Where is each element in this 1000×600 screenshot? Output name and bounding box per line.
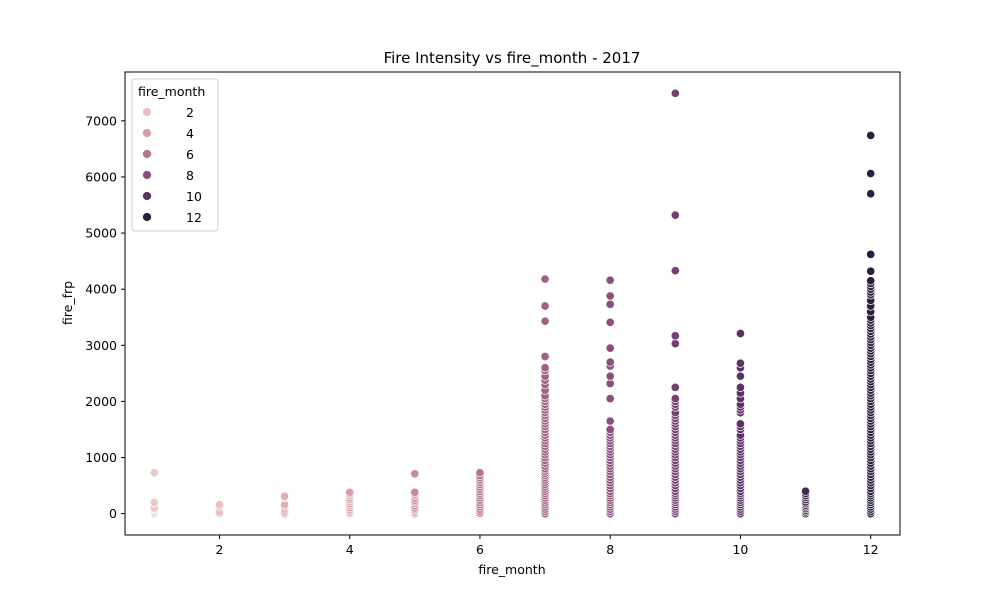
data-point bbox=[605, 291, 615, 301]
data-point bbox=[605, 424, 615, 435]
y-tick-label: 1000 bbox=[85, 450, 117, 465]
data-point bbox=[605, 317, 615, 327]
legend-marker bbox=[142, 212, 152, 222]
data-point bbox=[735, 419, 745, 429]
x-tick-label: 10 bbox=[732, 542, 748, 557]
data-point bbox=[410, 487, 420, 497]
data-point bbox=[540, 301, 550, 311]
data-point bbox=[605, 343, 615, 353]
legend-label: 4 bbox=[186, 126, 194, 141]
data-point bbox=[410, 469, 420, 479]
legend-label: 6 bbox=[186, 147, 194, 162]
legend-entries: 2 4 6 8 10 12 bbox=[142, 105, 202, 225]
legend-marker bbox=[142, 149, 152, 159]
data-point bbox=[605, 275, 615, 285]
data-point bbox=[540, 274, 550, 284]
legend-label: 8 bbox=[186, 168, 194, 183]
y-tick-label: 7000 bbox=[85, 113, 117, 128]
data-point bbox=[735, 371, 745, 381]
data-point bbox=[670, 266, 680, 276]
y-tick-label: 3000 bbox=[85, 338, 117, 353]
x-tick-label: 2 bbox=[215, 542, 223, 557]
points-layer bbox=[149, 88, 876, 519]
y-tick-label: 4000 bbox=[85, 282, 117, 297]
data-point bbox=[866, 249, 876, 259]
data-point bbox=[540, 316, 550, 326]
data-point bbox=[670, 88, 680, 98]
legend-box bbox=[131, 78, 219, 232]
x-tick-label: 12 bbox=[863, 542, 879, 557]
legend-marker bbox=[142, 170, 152, 180]
legend: fire_month 2 4 6 8 10 12 bbox=[131, 78, 219, 232]
data-point bbox=[670, 339, 680, 349]
y-tick-label: 5000 bbox=[85, 226, 117, 241]
x-tick-label: 4 bbox=[346, 542, 354, 557]
y-axis: 0 1000 2000 3000 4000 5000 6000 7000 bbox=[85, 113, 125, 521]
data-point bbox=[735, 382, 745, 392]
data-point bbox=[605, 299, 615, 309]
legend-title: fire_month bbox=[138, 84, 205, 99]
data-point bbox=[540, 351, 550, 362]
data-point bbox=[670, 394, 680, 404]
x-axis-label: fire_month bbox=[478, 562, 545, 577]
data-point bbox=[866, 189, 876, 199]
data-point bbox=[670, 382, 680, 392]
data-point bbox=[866, 130, 876, 140]
data-point bbox=[605, 371, 615, 381]
x-tick-label: 6 bbox=[476, 542, 484, 557]
x-axis: 2 4 6 8 10 12 bbox=[215, 535, 879, 557]
data-point bbox=[866, 266, 876, 276]
y-tick-label: 0 bbox=[109, 506, 117, 521]
legend-label: 2 bbox=[186, 105, 194, 120]
y-axis-label: fire_frp bbox=[60, 281, 75, 325]
data-point bbox=[866, 169, 876, 179]
data-point bbox=[345, 487, 355, 497]
data-point bbox=[605, 394, 615, 404]
legend-marker bbox=[142, 128, 152, 138]
x-tick-label: 8 bbox=[606, 542, 614, 557]
y-tick-label: 6000 bbox=[85, 169, 117, 184]
data-point bbox=[605, 416, 615, 426]
legend-marker bbox=[142, 191, 152, 201]
chart-title: Fire Intensity vs fire_month - 2017 bbox=[384, 49, 641, 68]
data-point bbox=[735, 328, 745, 339]
data-point bbox=[670, 331, 680, 341]
legend-label: 12 bbox=[186, 210, 202, 225]
data-point bbox=[280, 491, 290, 501]
data-point bbox=[735, 358, 745, 368]
data-point bbox=[605, 357, 615, 367]
data-point bbox=[214, 500, 224, 510]
data-point bbox=[670, 210, 680, 220]
data-point bbox=[801, 486, 811, 496]
plot-frame bbox=[124, 71, 901, 536]
data-point bbox=[149, 468, 159, 478]
data-point bbox=[149, 497, 159, 507]
y-tick-label: 2000 bbox=[85, 394, 117, 409]
data-point bbox=[540, 363, 550, 373]
data-point bbox=[475, 468, 485, 478]
legend-label: 10 bbox=[186, 189, 202, 204]
legend-marker bbox=[142, 107, 152, 117]
data-point bbox=[866, 276, 876, 286]
